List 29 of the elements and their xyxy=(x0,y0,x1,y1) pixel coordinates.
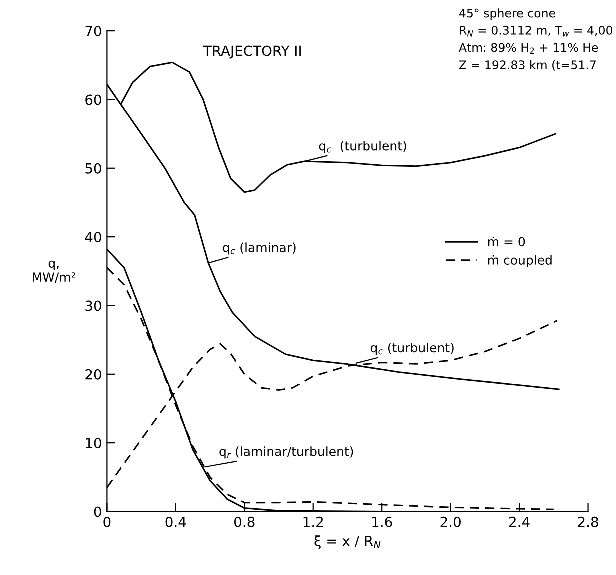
annotation: R$_{N}$ = 0.3112 m, T$_{w}$ = 4,00 xyxy=(460,26,613,37)
y-tick-label: 0 xyxy=(94,506,102,518)
x-tick-label: 0.8 xyxy=(234,516,255,528)
annotation: Z = 192.83 km (t=51.7 xyxy=(459,60,596,71)
x-tick-label: 2.4 xyxy=(510,516,530,528)
y-tick-label: 20 xyxy=(86,369,102,380)
x-tick-label: 2.0 xyxy=(440,516,461,528)
x-tick-label: 2.8 xyxy=(578,516,598,528)
y-tick-label: 60 xyxy=(86,94,102,106)
x-axis-title: ξ = x / R$_{N}$ xyxy=(314,536,381,550)
x-tick-label: 0.4 xyxy=(166,516,186,528)
legend-label: ṁ coupled xyxy=(488,255,552,268)
y-tick-label: 30 xyxy=(86,300,102,312)
text: 45° sphere cone xyxy=(459,8,556,20)
y-axis-title: q, MW/m² xyxy=(33,260,76,284)
text: TRAJECTORY II xyxy=(203,46,301,59)
legend-label: ṁ = 0 xyxy=(488,236,526,247)
y-tick-label: 40 xyxy=(85,232,102,243)
y-tick-label: 50 xyxy=(86,163,102,174)
annotation: q$_{c}$ (laminar) xyxy=(223,242,296,255)
x-tick-label: 1.6 xyxy=(372,516,392,528)
annotation: q$_{c}$ (turbulent) xyxy=(319,141,406,154)
y-tick-label: 70 xyxy=(86,26,102,37)
annotation: Atm: 89% H$_{2}$ + 11% He xyxy=(459,43,598,54)
annotation: q$_{c}$ (turbulent) xyxy=(370,342,454,356)
y-tick-label: 10 xyxy=(86,438,102,449)
x-tick-label: 0 xyxy=(104,516,111,528)
annotation: q$_{r}$ (laminar/turbulent) xyxy=(220,446,354,459)
x-tick-label: 1.2 xyxy=(304,516,324,528)
